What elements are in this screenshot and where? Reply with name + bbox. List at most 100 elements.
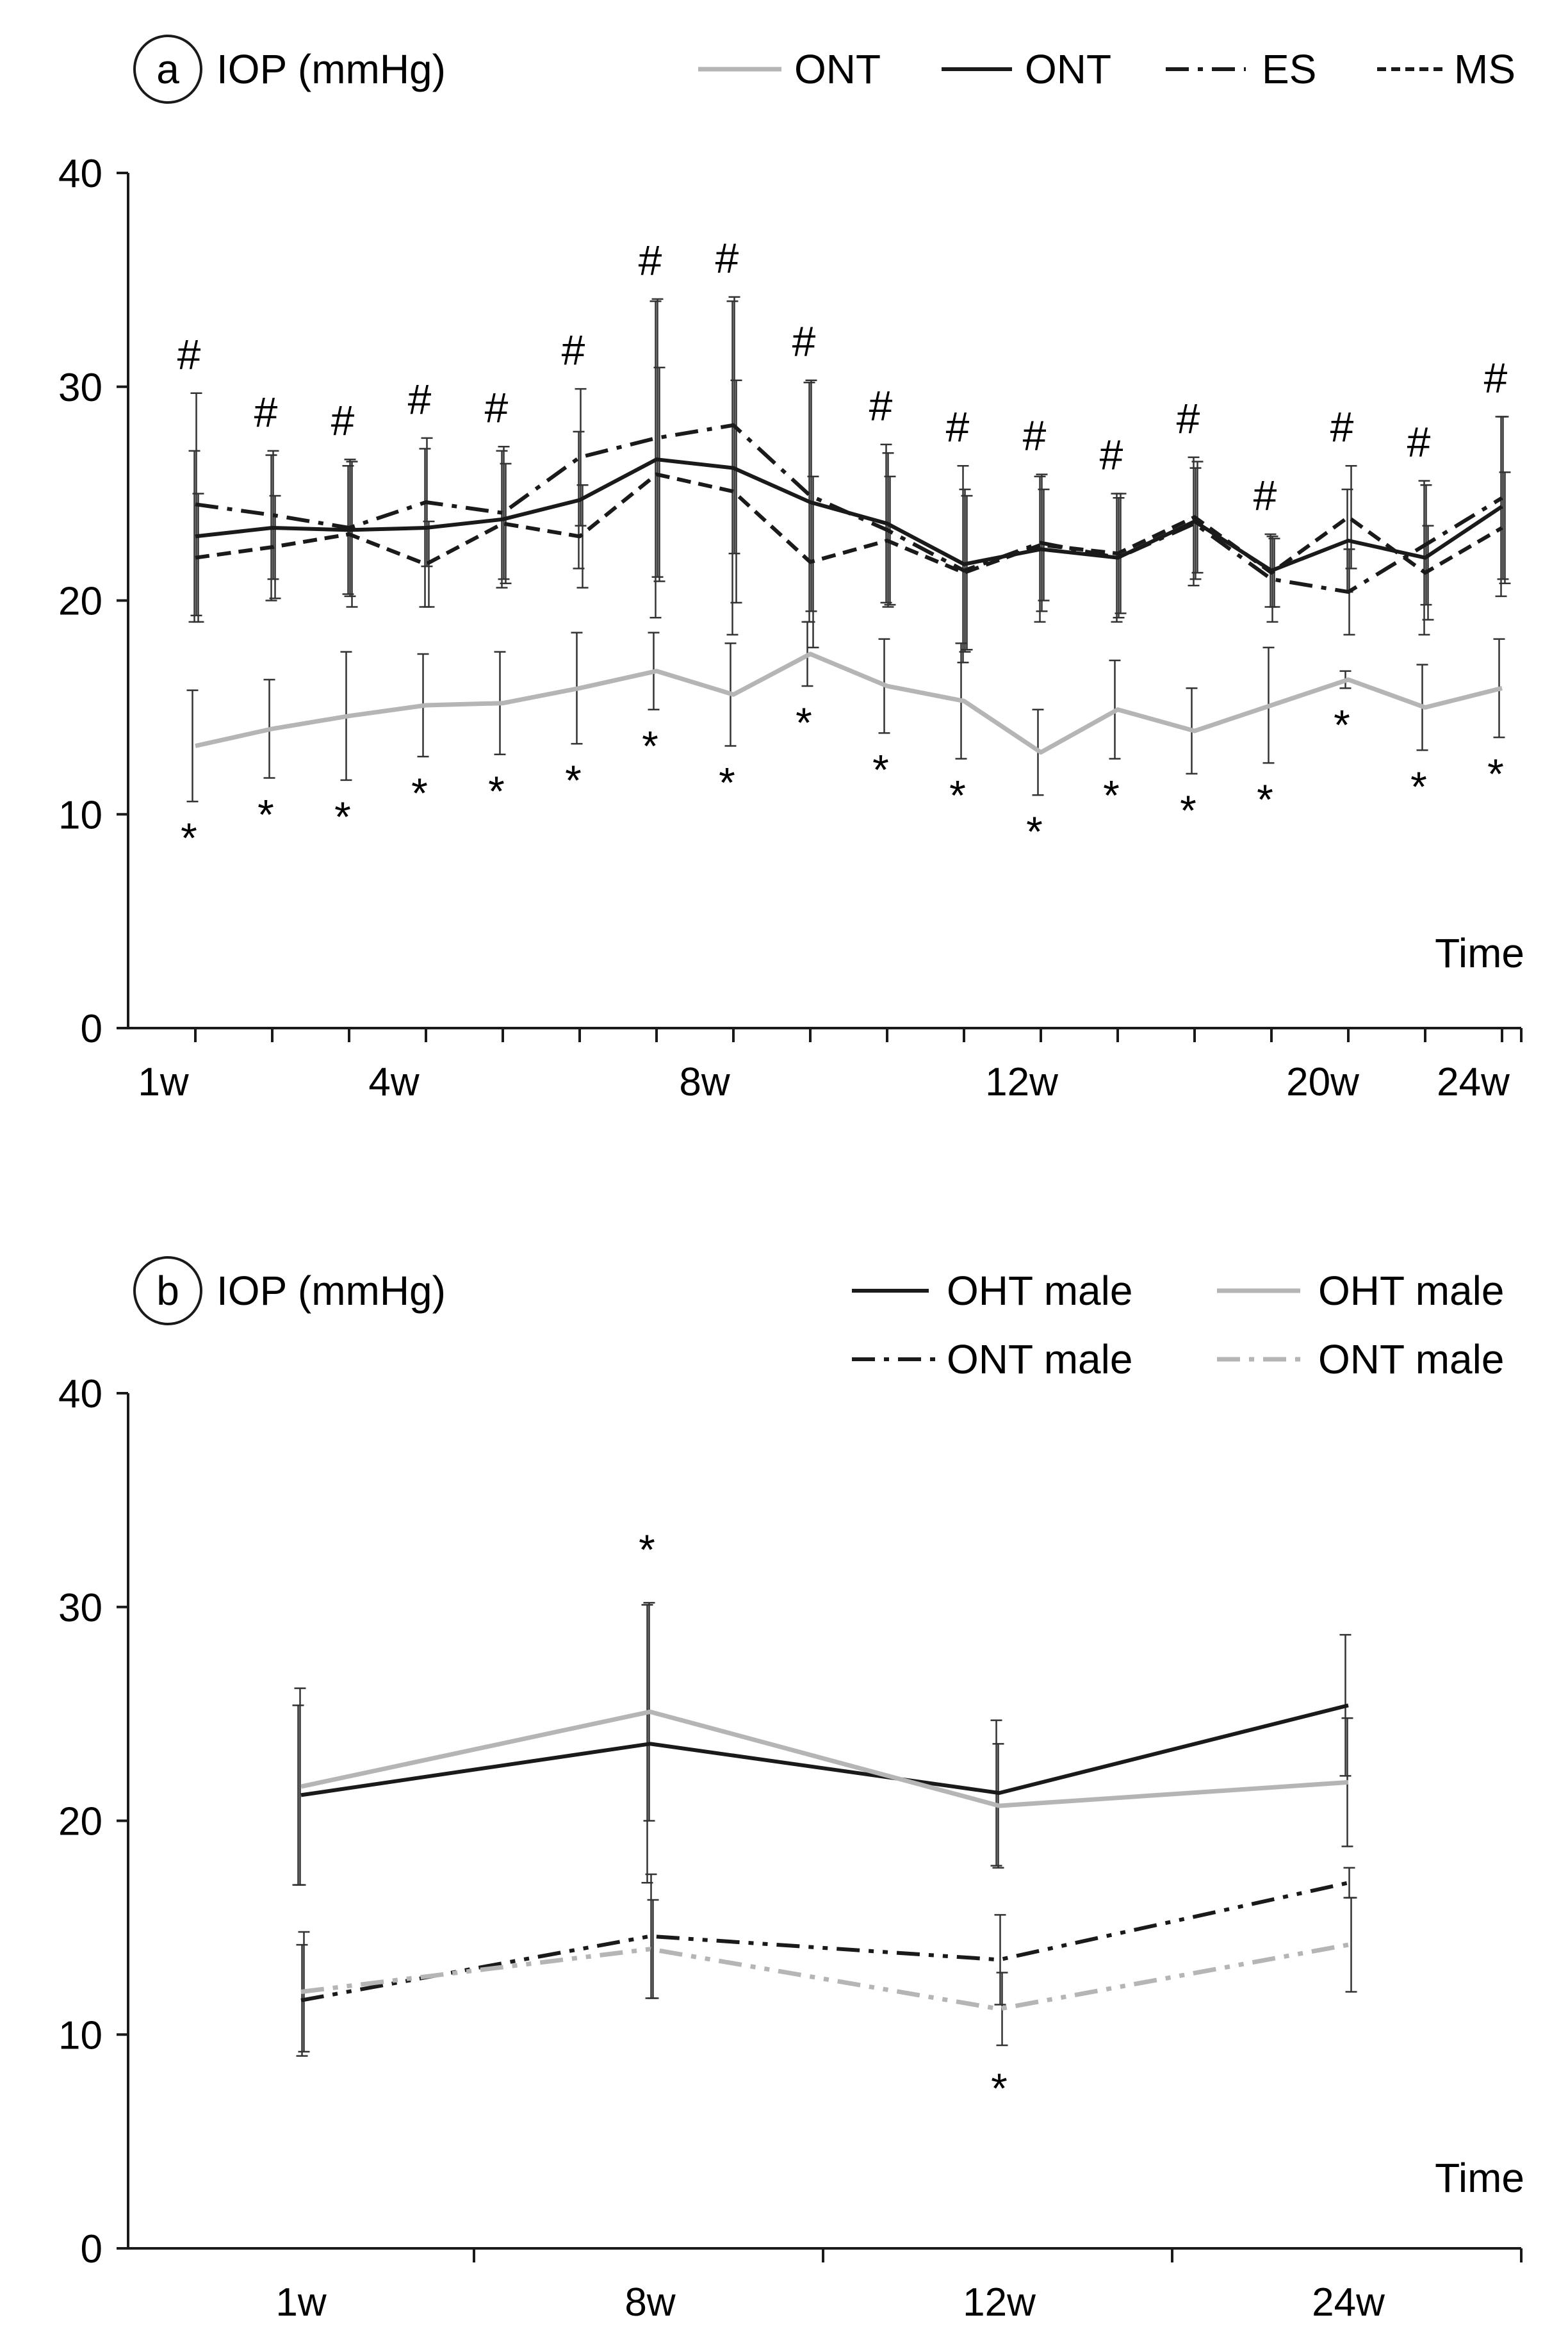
a-ytick-label-0: 0: [81, 1007, 102, 1051]
a-errorbar-3-1: [269, 495, 281, 600]
a-star-mark-5: *: [488, 767, 505, 815]
a-errorbar-2-4: [498, 445, 510, 580]
panel-b-significance-marks: **: [639, 1526, 1008, 2112]
a-star-mark-7: *: [642, 723, 658, 770]
a-hash-mark-18: #: [1484, 354, 1508, 401]
a-errorbar-2-5: [575, 388, 587, 527]
panel-a: a IOP (mmHg) ONT ONT ES MS 0 10 20 30 40 1w …: [58, 35, 1524, 1104]
panel-a-label-circle: [133, 35, 202, 104]
a-hash-mark-4: #: [408, 375, 432, 423]
b-errorbar-2-2: [994, 1914, 1006, 2006]
a-star-mark-12: *: [1026, 808, 1043, 855]
legend-b-ont-gray-label: ONT male: [1318, 1336, 1504, 1382]
panel-b-x-ticks: [473, 2248, 1523, 2262]
a-hash-mark-5: #: [485, 384, 509, 431]
a-star-mark-14: *: [1180, 787, 1196, 834]
a-ytick-label-20: 20: [58, 580, 102, 624]
b-errorbar-1-0: [294, 1687, 306, 1886]
b-xtick-label-12w: 12w: [963, 2280, 1036, 2325]
b-ytick-label-0: 0: [81, 2227, 102, 2271]
a-hash-mark-13: #: [1100, 431, 1123, 478]
a-star-mark-17: *: [1410, 763, 1427, 810]
a-hash-mark-12: #: [1023, 412, 1047, 459]
legend-b-oht-black-label: OHT male: [947, 1268, 1132, 1314]
a-hash-mark-17: #: [1407, 418, 1431, 466]
a-hash-mark-3: #: [331, 397, 355, 444]
legend-a-ont-black-label: ONT: [1025, 46, 1111, 92]
a-errorbar-3-7: [730, 379, 742, 604]
b-xtick-label-8w: 8w: [625, 2280, 675, 2325]
legend-a-es-label: ES: [1262, 46, 1316, 92]
panel-b: b IOP (mmHg) OHT male OHT male ONT male …: [58, 1256, 1524, 2325]
b-ytick-label-30: 30: [58, 1586, 102, 1630]
a-star-mark-2: *: [257, 791, 274, 838]
a-star-mark-13: *: [1103, 771, 1120, 819]
a-errorbar-2-17: [1497, 416, 1509, 580]
b-ytick-label-10: 10: [58, 2013, 102, 2057]
a-ytick-label-30: 30: [58, 366, 102, 410]
a-errorbar-3-15: [1345, 464, 1357, 569]
panel-b-label: b: [156, 1268, 179, 1314]
a-star-mark-3: *: [334, 793, 351, 840]
a-errorbar-0-0: [186, 689, 199, 803]
a-star-mark-15: *: [1257, 776, 1273, 823]
legend-b-oht-gray-label: OHT male: [1318, 1268, 1504, 1314]
a-star-mark-16: *: [1334, 701, 1350, 748]
b-xtick-label-24w: 24w: [1312, 2280, 1385, 2325]
a-hash-mark-9: #: [792, 318, 816, 365]
legend-a-ms-label: MS: [1454, 46, 1515, 92]
a-series-line-2: [195, 423, 1503, 594]
b-series-line-3: [300, 1942, 1349, 2011]
panel-b-ylabel: IOP (mmHg): [216, 1268, 446, 1314]
a-xtick-label-20w: 20w: [1286, 1060, 1359, 1104]
a-hash-mark-6: #: [562, 326, 585, 373]
legend-b-ont-black-label: ONT male: [947, 1336, 1132, 1382]
panel-b-x-tick-labels: 1w 8w 12w 24w: [275, 2280, 1385, 2325]
b-series-line-2: [300, 1881, 1349, 2002]
b-star-mark-8w: *: [639, 1526, 655, 1573]
a-star-mark-18: *: [1487, 750, 1504, 797]
b-series-line-1: [300, 1709, 1349, 1808]
panel-a-label: a: [156, 46, 179, 92]
a-errorbar-3-17: [1499, 471, 1511, 585]
a-hash-mark-16: #: [1330, 403, 1354, 450]
b-xtick-label-1w: 1w: [275, 2280, 326, 2325]
a-star-mark-11: *: [949, 771, 966, 819]
panel-a-error-bars: [186, 296, 1511, 803]
b-series-line-0: [300, 1703, 1349, 1797]
a-xtick-label-12w: 12w: [985, 1060, 1058, 1104]
a-series-line-0: [195, 651, 1503, 755]
a-xtick-label-4w: 4w: [368, 1060, 419, 1104]
a-star-mark-8: *: [719, 758, 735, 806]
a-hash-mark-2: #: [254, 388, 278, 436]
a-hash-mark-15: #: [1254, 471, 1277, 519]
a-series-line-3: [195, 472, 1503, 575]
b-ytick-label-20: 20: [58, 1800, 102, 1844]
panel-a-x-ticks: [194, 1028, 1523, 1042]
panel-b-error-bars: [292, 1601, 1357, 2057]
a-xtick-label-8w: 8w: [679, 1060, 730, 1104]
a-xtick-label-24w: 24w: [1437, 1060, 1510, 1104]
panel-a-xlabel: Time: [1435, 930, 1524, 976]
panel-a-ylabel: IOP (mmHg): [216, 46, 446, 92]
legend-a-ont-gray-label: ONT: [794, 46, 881, 92]
a-hash-mark-10: #: [869, 382, 893, 429]
b-errorbar-3-3: [1345, 1897, 1357, 1993]
b-ytick-label-40: 40: [58, 1372, 102, 1416]
a-star-mark-6: *: [565, 756, 582, 804]
panel-a-series-lines: [195, 423, 1503, 755]
panel-a-significance-marks: # * # * # * # * # * # * # * # * # * # * # * # * # * # * # * # * # * # *: [177, 234, 1508, 862]
a-hash-mark-14: #: [1177, 395, 1200, 442]
a-errorbar-2-6: [651, 298, 664, 578]
b-errorbar-3-1: [647, 1899, 659, 1999]
a-errorbar-2-8: [805, 379, 817, 612]
panel-b-xlabel: Time: [1435, 2155, 1524, 2201]
a-hash-mark-8: #: [715, 234, 739, 282]
b-star-mark-12w: *: [991, 2065, 1008, 2112]
panel-a-x-tick-labels: 1w 4w 8w 12w 20w 24w: [138, 1060, 1510, 1104]
a-star-mark-4: *: [411, 769, 428, 817]
a-star-mark-10: *: [872, 746, 889, 793]
a-ytick-label-10: 10: [58, 793, 102, 837]
a-hash-mark-1: #: [177, 331, 201, 378]
panel-a-y-ticks: 0 10 20 30 40: [58, 152, 128, 1051]
